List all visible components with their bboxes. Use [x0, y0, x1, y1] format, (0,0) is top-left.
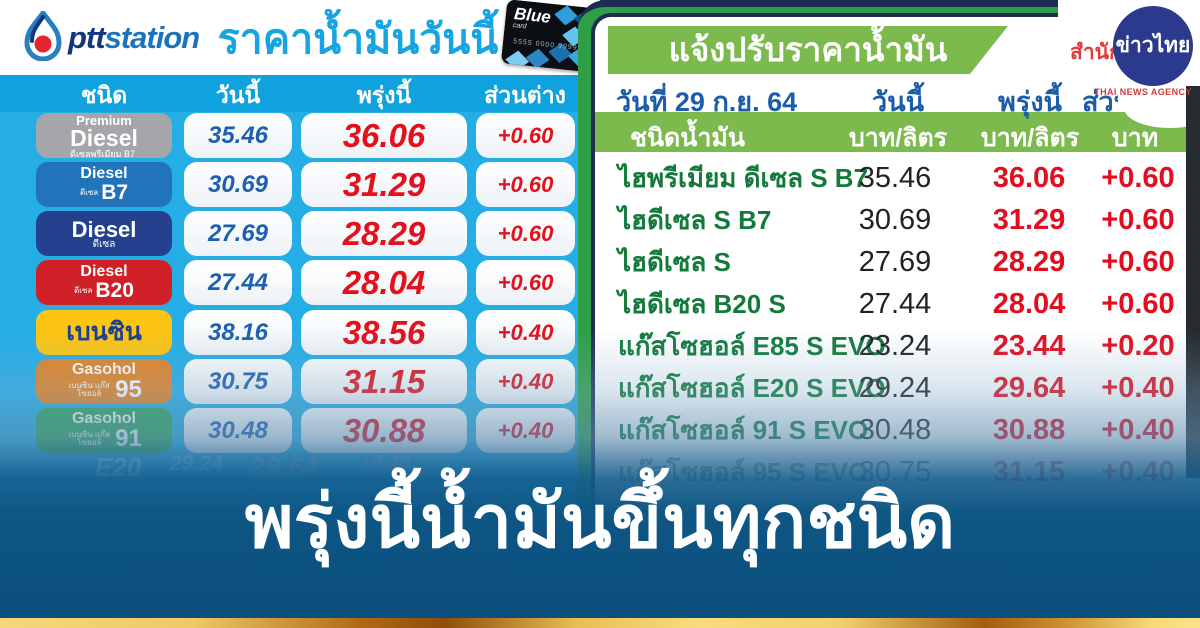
today-price: 29.24 — [858, 372, 932, 404]
unit-col-type: ชนิดน้ำมัน — [630, 124, 745, 152]
ptt-flame-icon — [24, 8, 62, 66]
price-diff: +0.60 — [1101, 204, 1175, 236]
left-col-today: วันนี้ — [215, 82, 261, 108]
left-panel-title: ราคาน้ำมันวันนี้ — [217, 16, 499, 62]
fuel-badge: Gasohol เบนซิน แก๊สโซฮอล์ 91 — [36, 408, 172, 453]
unit-col-tomorrow: บาท/ลิตร — [980, 124, 1080, 152]
date-label: วันที่ 29 ก.ย. 64 — [616, 87, 798, 117]
today-price: 30.48 — [184, 408, 292, 453]
price-diff: +0.40 — [476, 359, 575, 404]
tomorrow-price: 31.15 — [301, 359, 467, 404]
today-price: 35.46 — [858, 162, 932, 194]
table-row: แก๊สโซฮอล์ E20 S EVO 29.24 29.64 +0.40 — [595, 367, 1195, 409]
today-price: 30.48 — [858, 414, 932, 446]
price-diff: +0.40 — [1101, 372, 1175, 404]
agency-logo-circle: ข่าวไทย — [1113, 6, 1193, 86]
table-row: ไฮดีเซล S B7 30.69 31.29 +0.60 — [595, 199, 1195, 241]
today-price: 30.69 — [858, 204, 932, 236]
table-row: Premium Diesel ดีเซลพรีเมียม B7 35.46 36… — [0, 113, 600, 158]
unit-col-diff: บาท — [1111, 124, 1159, 152]
price-diff: +0.60 — [476, 113, 575, 158]
table-row: แก๊สโซฮอล์ E85 S EVO 23.24 23.44 +0.20 — [595, 325, 1195, 367]
ptt-wordmark: pttstation — [68, 20, 200, 55]
tomorrow-price: 30.88 — [992, 414, 1066, 446]
today-price: 27.69 — [858, 246, 932, 278]
price-diff: +0.60 — [1101, 288, 1175, 320]
blue-card-label: Blue card — [512, 4, 552, 31]
tomorrow-price: 28.29 — [301, 211, 467, 256]
today-price: 27.44 — [184, 260, 292, 305]
fuel-badge: Gasohol เบนซิน แก๊สโซฮอล์ 95 — [36, 359, 172, 404]
price-diff: +0.60 — [1101, 246, 1175, 278]
left-col-diff: ส่วนต่าง — [484, 82, 566, 108]
today-price: 30.75 — [184, 359, 292, 404]
tomorrow-price: 28.04 — [992, 288, 1066, 320]
tomorrow-price: 28.04 — [301, 260, 467, 305]
today-price: 27.69 — [184, 211, 292, 256]
announcement-banner: แจ้งปรับราคาน้ำมัน — [608, 26, 1008, 74]
table-row: แก๊สโซฮอล์ 91 S EVO 30.48 30.88 +0.40 — [595, 409, 1195, 451]
price-diff: +0.60 — [1101, 162, 1175, 194]
fuel-badge: Diesel ดีเซล B20 — [36, 260, 172, 305]
tomorrow-price: 31.29 — [301, 162, 467, 207]
price-diff: +0.60 — [476, 260, 575, 305]
table-row: ไฮพรีเมียม ดีเซล S B7 35.46 36.06 +0.60 — [595, 157, 1195, 199]
price-diff: +0.40 — [476, 408, 575, 453]
unit-col-today: บาท/ลิตร — [848, 124, 948, 152]
price-diff: +0.60 — [476, 162, 575, 207]
agency-logo-english: THAI NEWS AGENCY — [1094, 87, 1192, 97]
table-row: ไฮดีเซล B20 S 27.44 28.04 +0.60 — [595, 283, 1195, 325]
unit-header-bar — [595, 112, 1186, 152]
table-row: ไฮดีเซล S 27.69 28.29 +0.60 — [595, 241, 1195, 283]
fuel-badge: Diesel ดีเซล — [36, 211, 172, 256]
tomorrow-price: 36.06 — [301, 113, 467, 158]
price-diff: +0.40 — [1101, 414, 1175, 446]
today-price: 27.44 — [858, 288, 932, 320]
tomorrow-price: 36.06 — [992, 162, 1066, 194]
fuel-badge: Premium Diesel ดีเซลพรีเมียม B7 — [36, 113, 172, 158]
tomorrow-price: 31.29 — [992, 204, 1066, 236]
agency-logo-prefix: สำนัก — [1070, 41, 1122, 64]
table-row: Diesel ดีเซล B7 30.69 31.29 +0.60 — [0, 162, 600, 207]
today-price: 38.16 — [184, 310, 292, 355]
table-row: Gasohol เบนซิน แก๊สโซฮอล์ 91 30.48 30.88 … — [0, 408, 600, 453]
price-diff: +0.60 — [476, 211, 575, 256]
table-row: Gasohol เบนซิน แก๊สโซฮอล์ 95 30.75 31.15 … — [0, 359, 600, 404]
left-panel-header: pttstation ราคาน้ำมันวันนี้ Blue card 5 — [0, 0, 602, 75]
fuel-badge: เบนซิน — [36, 310, 172, 355]
headline-text: พรุ่งนี้น้ำมันขึ้นทุกชนิด — [244, 480, 956, 563]
today-price: 35.46 — [184, 113, 292, 158]
tomorrow-price: 38.56 — [301, 310, 467, 355]
table-row: เบนซิน 38.16 38.56 +0.40 — [0, 310, 600, 355]
left-col-tomorrow: พรุ่งนี้ — [356, 82, 412, 108]
tomorrow-price: 28.29 — [992, 246, 1066, 278]
gold-bottom-bar — [0, 618, 1200, 628]
right-col-tomorrow: พรุ่งนี้ — [998, 87, 1062, 117]
ptt-station-logo: pttstation — [24, 8, 254, 66]
left-table-header-band — [0, 75, 600, 112]
left-col-type: ชนิด — [80, 82, 128, 108]
table-row: Diesel ดีเซล B20 27.44 28.04 +0.60 — [0, 260, 600, 305]
price-diff: +0.20 — [1101, 330, 1175, 362]
price-diff: +0.40 — [476, 310, 575, 355]
today-price: 23.24 — [858, 330, 932, 362]
tomorrow-price: 29.64 — [992, 372, 1066, 404]
fuel-badge: Diesel ดีเซล B7 — [36, 162, 172, 207]
table-row: Diesel ดีเซล 27.69 28.29 +0.60 — [0, 211, 600, 256]
tomorrow-price: 23.44 — [992, 330, 1066, 362]
today-price: 30.69 — [184, 162, 292, 207]
right-col-today: วันนี้ — [871, 87, 925, 117]
right-col-diff: ส่วนต่าง — [1082, 87, 1118, 117]
tomorrow-price: 30.88 — [301, 408, 467, 453]
